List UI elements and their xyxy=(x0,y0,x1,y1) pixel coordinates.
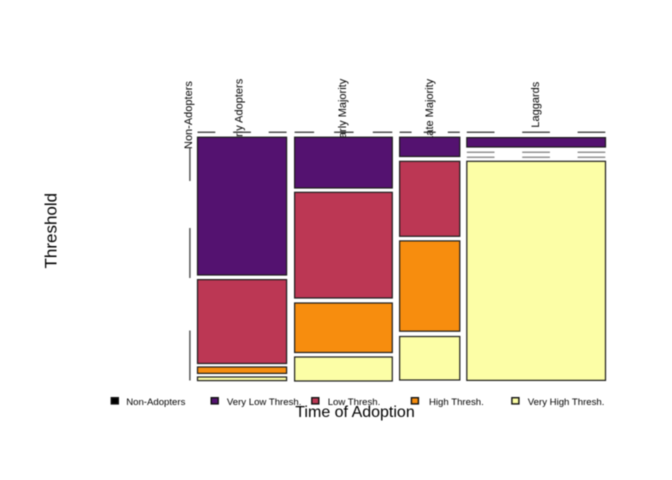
svg-text:Very Low Thresh.: Very Low Thresh. xyxy=(227,397,301,408)
svg-text:Late Majority: Late Majority xyxy=(424,78,436,141)
svg-text:Early Majority: Early Majority xyxy=(337,78,349,145)
svg-text:Laggards: Laggards xyxy=(530,81,542,127)
svg-text:Very High Thresh.: Very High Thresh. xyxy=(528,397,605,408)
svg-text:Non-Adopters: Non-Adopters xyxy=(126,397,185,408)
svg-text:Non-Adopters: Non-Adopters xyxy=(183,81,195,149)
svg-text:Low Thresh.: Low Thresh. xyxy=(328,397,381,408)
svg-text:High Thresh.: High Thresh. xyxy=(429,397,484,408)
svg-text:Time of Adoption: Time of Adoption xyxy=(295,404,414,421)
svg-text:Threshold: Threshold xyxy=(42,193,61,269)
